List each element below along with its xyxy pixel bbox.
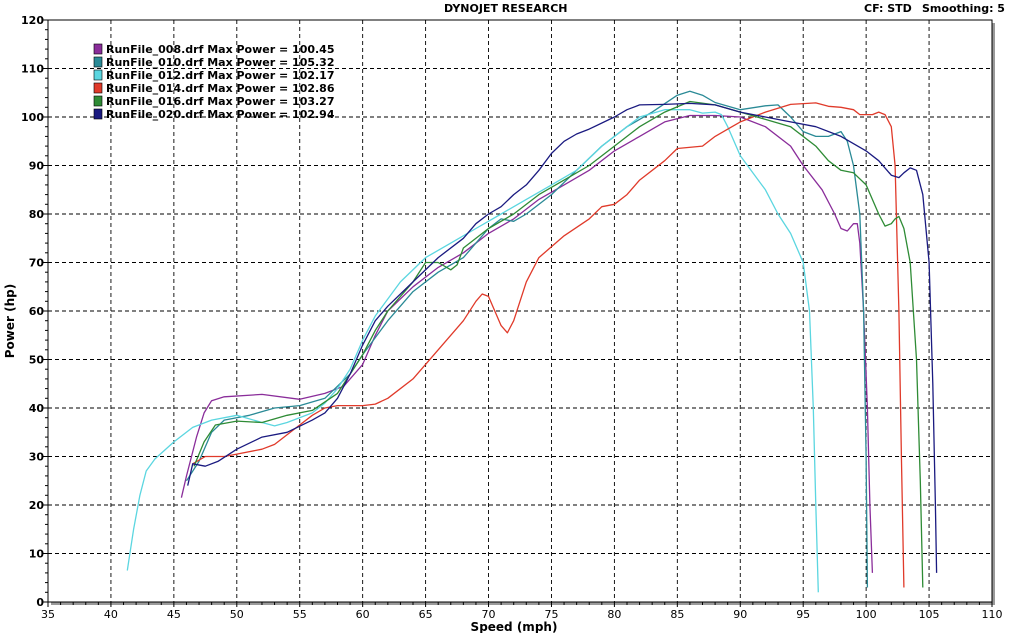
- x-tick-label: 100: [856, 608, 877, 621]
- y-tick-label: 60: [29, 305, 45, 318]
- series-line-1: [180, 114, 874, 573]
- legend-label-5: RunFile_016.drf Max Power = 103.27: [106, 95, 335, 108]
- y-axis-label: Power (hp): [3, 284, 17, 358]
- legend-swatch-3: [93, 69, 103, 81]
- y-tick-label: 100: [21, 111, 44, 124]
- legend-swatch-6: [93, 108, 103, 120]
- legend-swatch-1: [93, 43, 103, 55]
- series-line-5: [193, 100, 924, 588]
- y-tick-label: 10: [29, 548, 45, 561]
- legend-label-6: RunFile_020.drf Max Power = 102.94: [106, 108, 335, 121]
- legend-swatch-4: [93, 82, 103, 94]
- legend-swatch-5: [93, 95, 103, 107]
- y-tick-label: 90: [29, 160, 45, 173]
- legend-label-2: RunFile_010.drf Max Power = 105.32: [106, 56, 335, 69]
- x-tick-label: 90: [733, 608, 747, 621]
- x-tick-label: 45: [167, 608, 181, 621]
- y-tick-label: 110: [21, 63, 44, 76]
- legend-label-3: RunFile_012.drf Max Power = 102.17: [106, 69, 335, 82]
- y-tick-label: 80: [29, 208, 45, 221]
- x-tick-label: 65: [419, 608, 433, 621]
- x-tick-label: 70: [482, 608, 496, 621]
- y-tick-label: 0: [36, 596, 44, 609]
- y-tick-label: 120: [21, 14, 44, 27]
- y-tick-label: 40: [29, 402, 45, 415]
- x-tick-label: 35: [41, 608, 55, 621]
- series-line-3: [126, 109, 819, 593]
- cf-label: CF: STD: [864, 2, 912, 15]
- x-tick-label: 50: [230, 608, 244, 621]
- series-line-6: [187, 102, 938, 573]
- y-tick-label: 30: [29, 451, 45, 464]
- legend-swatch-2: [93, 56, 103, 68]
- chart-title: DYNOJET RESEARCH: [444, 2, 568, 15]
- x-tick-label: 75: [544, 608, 558, 621]
- x-tick-label: 95: [796, 608, 810, 621]
- smoothing-label: Smoothing: 5: [922, 2, 1005, 15]
- x-tick-label: 55: [293, 608, 307, 621]
- y-tick-label: 50: [29, 354, 45, 367]
- legend-label-4: RunFile_014.drf Max Power = 102.86: [106, 82, 335, 95]
- x-tick-label: 60: [356, 608, 370, 621]
- x-tick-label: 110: [982, 608, 1003, 621]
- legend-label-1: RunFile_008.drf Max Power = 100.45: [106, 43, 335, 56]
- y-tick-label: 70: [29, 257, 45, 270]
- x-tick-label: 40: [104, 608, 118, 621]
- x-tick-label: 80: [607, 608, 621, 621]
- x-tick-label: 85: [670, 608, 684, 621]
- x-tick-label: 105: [919, 608, 940, 621]
- x-axis-label: Speed (mph): [471, 620, 558, 633]
- y-tick-label: 20: [29, 499, 45, 512]
